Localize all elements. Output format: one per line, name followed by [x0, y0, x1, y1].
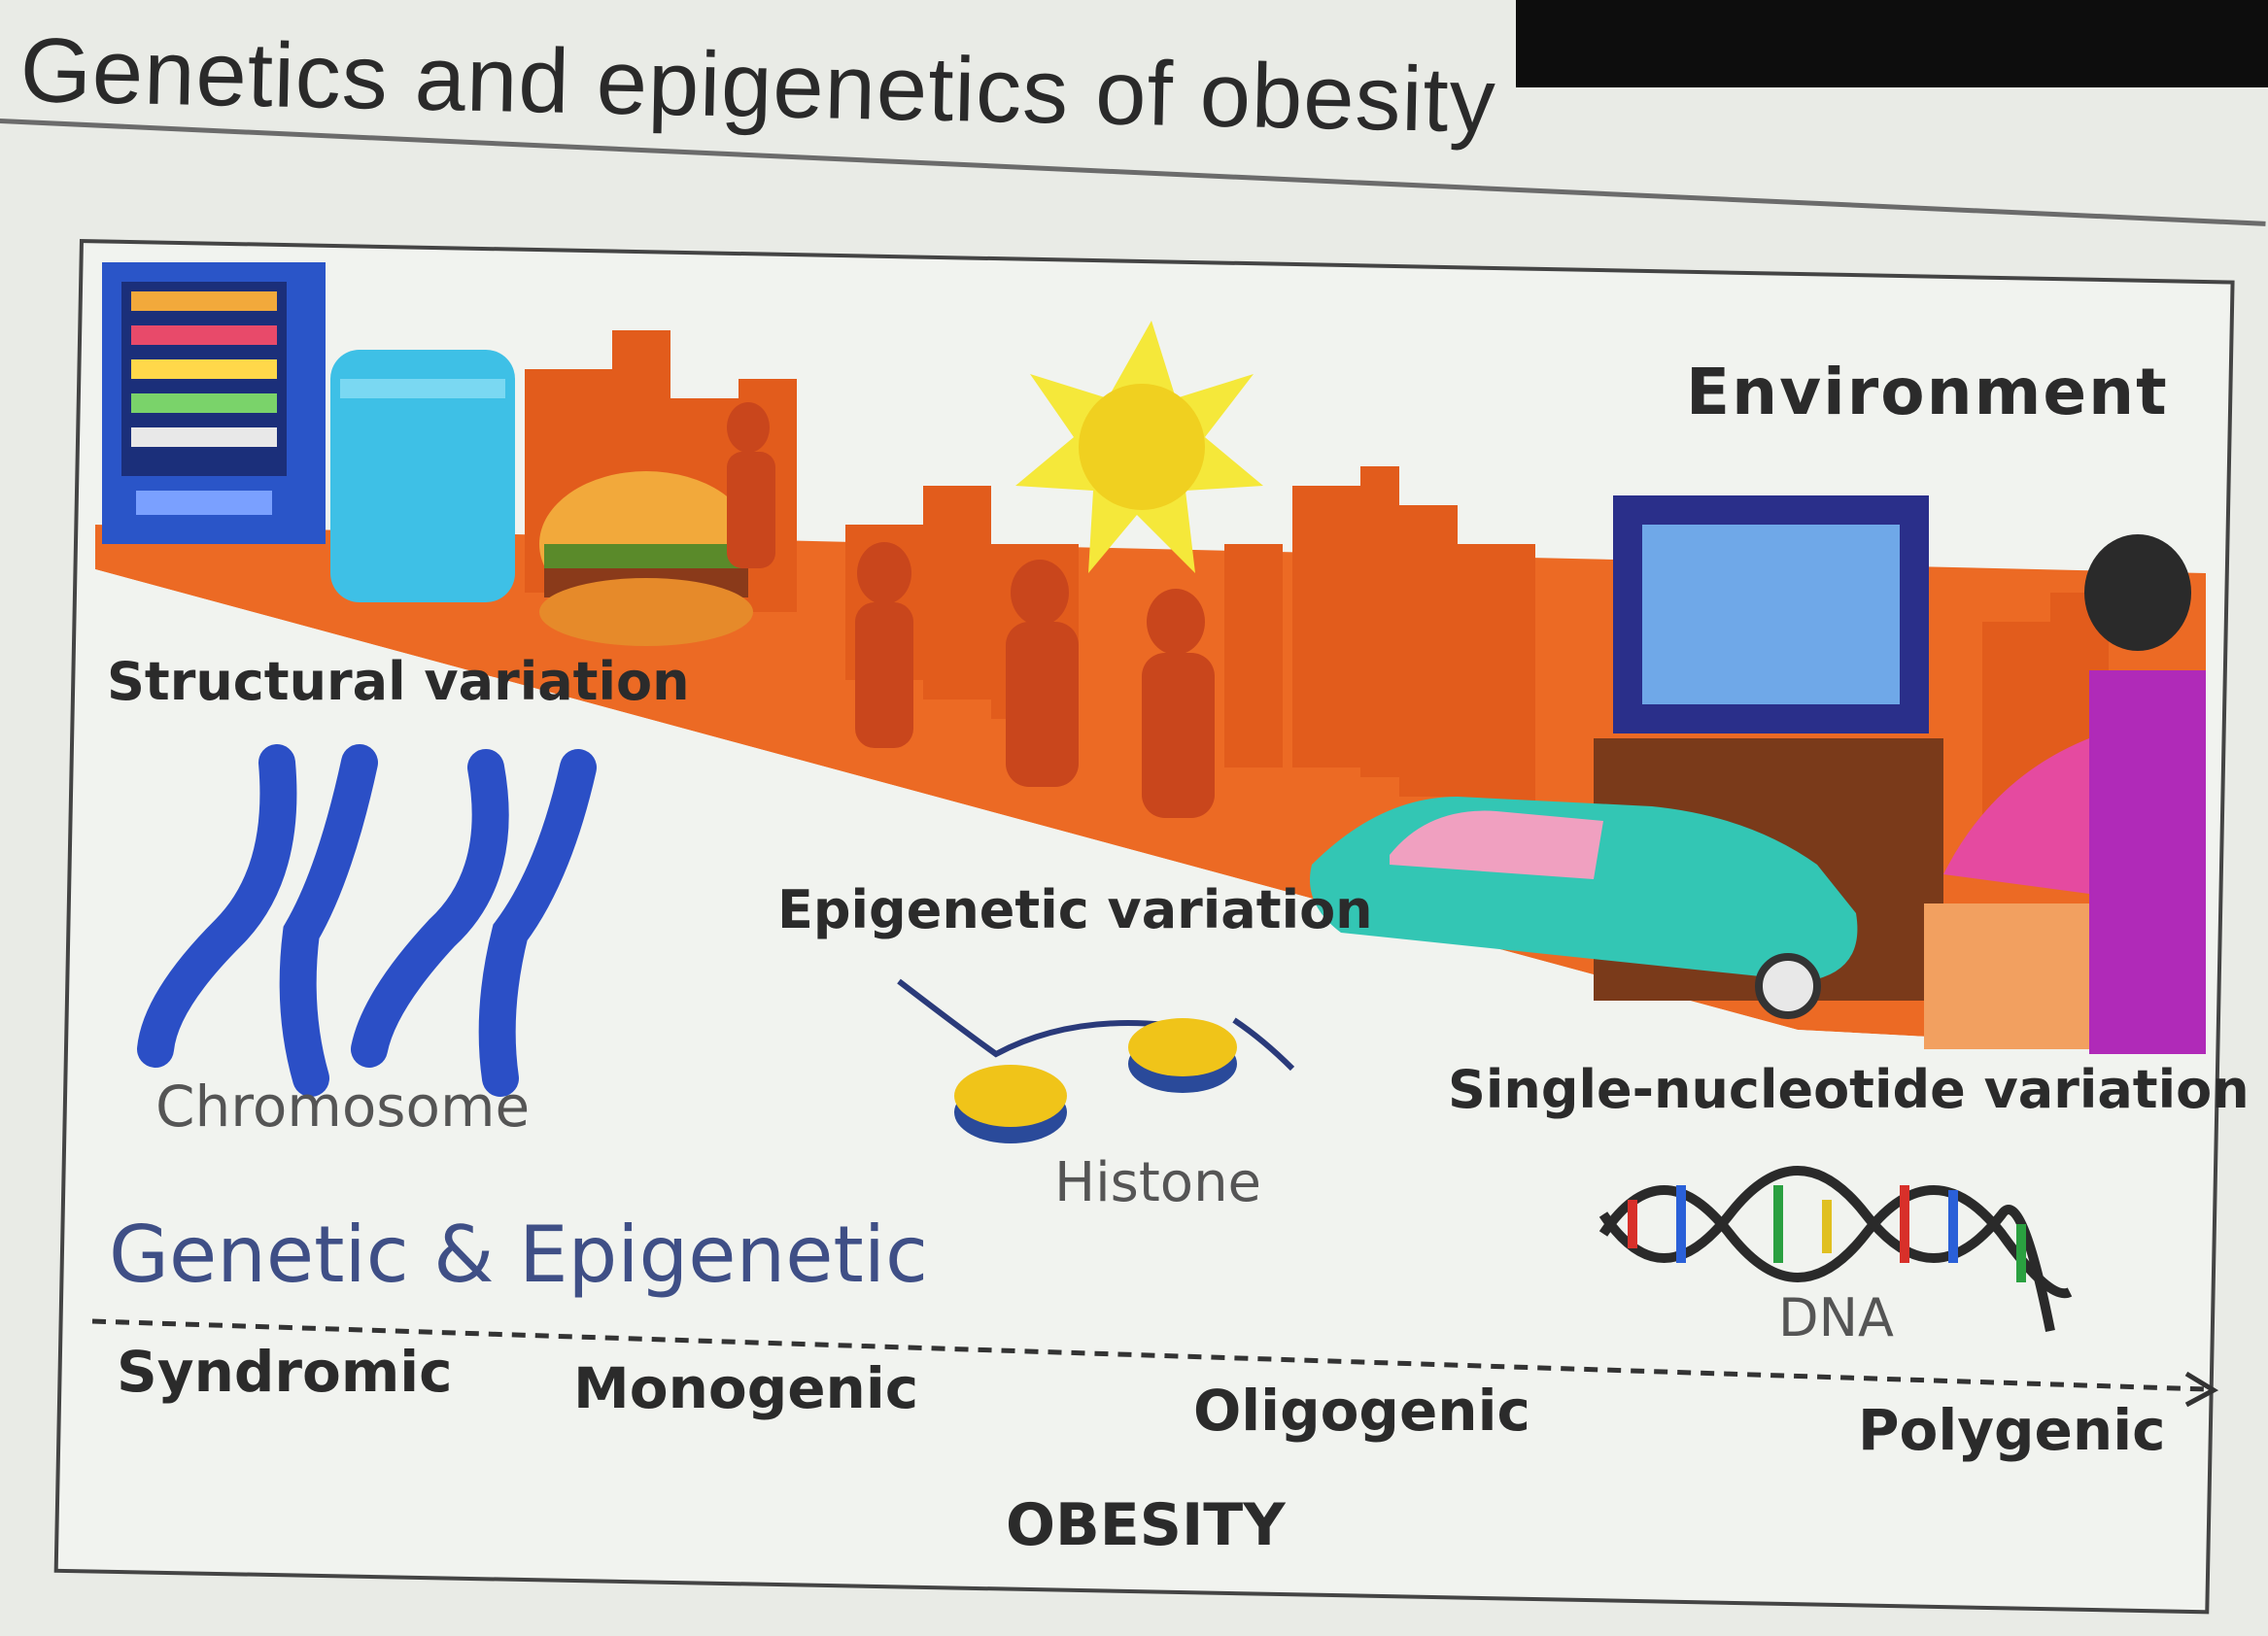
epigenetic-variation-label: Epigenetic variation	[777, 879, 1373, 940]
spectrum-arrow	[91, 1318, 2219, 1408]
spectrum-syndromic: Syndromic	[117, 1339, 453, 1405]
environment-label: Environment	[1686, 355, 2169, 429]
dna-label: DNA	[1778, 1287, 1894, 1348]
people-silhouettes-icon	[727, 402, 1215, 818]
single-nucleotide-variation-label: Single-nucleotide variation	[1448, 1059, 2250, 1120]
burger-icon	[539, 471, 753, 646]
car-icon	[1310, 797, 1858, 1019]
water-cooler-icon	[330, 350, 515, 602]
person-on-couch-icon	[1924, 534, 2206, 1054]
dna-helix-icon	[1598, 1166, 2073, 1332]
genetic-epigenetic-heading: Genetic & Epigenetic	[109, 1210, 929, 1300]
structural-variation-label: Structural variation	[107, 651, 690, 712]
spectrum-monogenic: Monogenic	[573, 1355, 919, 1421]
chromosome-icon	[137, 744, 597, 1097]
spectrum-oligogenic: Oligogenic	[1193, 1378, 1530, 1444]
sun-icon	[1015, 321, 1263, 573]
vending-machine-icon	[102, 262, 326, 544]
projector-dark-corner	[1516, 0, 2268, 87]
obesity-label: OBESITY	[1006, 1491, 1286, 1559]
chromosome-label: Chromosome	[155, 1074, 531, 1140]
histone-label: Histone	[1054, 1151, 1262, 1214]
spectrum-polygenic: Polygenic	[1858, 1397, 2166, 1463]
histone-icon	[897, 978, 1295, 1143]
